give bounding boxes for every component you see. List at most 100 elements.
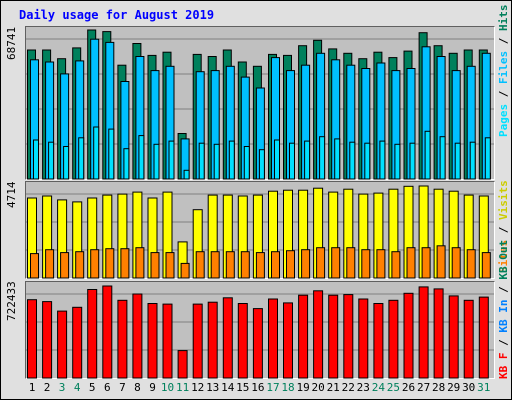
pages-bar [439,136,446,180]
x-tick-label: 10 [160,381,175,394]
sites-bar [286,250,295,279]
legend-kbf: KB F [497,352,510,380]
sites-bar [391,251,401,279]
sites-bar [105,248,115,279]
sites-bar [271,251,280,279]
kbytes-bar [237,303,248,379]
kbytes-bar [343,294,354,379]
sites-bar [436,245,446,279]
sites-bar [421,247,431,279]
legend-files: Files [497,50,510,84]
kbytes-bar [252,308,263,379]
hits-files-pages-panel [25,26,495,180]
chart-title: Daily usage for August 2019 [19,8,215,22]
pages-bar [454,142,461,180]
kbytes-bar [162,303,173,379]
x-tick-label: 30 [462,381,476,394]
visits-ymax-label: 4714 [5,181,18,209]
x-tick-label: 28 [431,381,446,394]
pages-bar [394,143,401,180]
sites-bar [406,247,416,279]
x-tick-label: 29 [447,381,461,394]
x-tick-label: 8 [134,381,141,394]
pages-bar [319,136,326,180]
pages-bar [168,140,175,180]
sites-bar [346,247,356,279]
legend-separator: / [497,84,510,104]
x-tick-label: 12 [191,381,205,394]
x-tick-label: 17 [266,381,280,394]
x-tick-label: 13 [206,381,220,394]
pages-bar [258,149,265,180]
kbytes-bar [298,294,309,379]
kbytes-bar [42,301,53,379]
kbytes-panel [25,281,495,379]
sites-bar [451,247,461,279]
x-tick-label: 7 [119,381,126,394]
x-tick-label: 19 [296,381,310,394]
kbytes-bar [177,350,188,379]
x-tick-label: 27 [416,381,431,394]
x-tick-label: 1 [28,381,36,394]
kbytes-bar [313,290,324,379]
x-tick-label: 6 [103,381,111,394]
visits-sites-panel [25,181,495,279]
x-tick-label: 5 [88,381,96,394]
pages-bar [78,137,85,180]
sites-bar [60,252,70,279]
pages-bar [33,139,39,180]
hits-files-pages-plot [26,29,494,180]
kbytes-bar [57,310,68,379]
sites-bar [45,249,55,279]
kbytes-bar [132,293,143,379]
sites-bar [75,251,85,279]
panel3-legend: KB F / KB In / KB Out [497,240,510,379]
kbytes-bar [433,288,444,379]
kbytes-bar [448,295,459,379]
x-tick-label: 20 [311,381,325,394]
visits-sites-plot [26,185,494,279]
pages-bar [304,140,311,180]
pages-bar [424,130,431,180]
sites-bar [150,252,160,279]
x-tick-label: 3 [58,381,66,394]
pages-bar [379,140,386,180]
pages-bar [63,146,70,180]
x-tick-label: 21 [326,381,340,394]
kbytes-bar [72,306,83,379]
x-tick-label: 23 [356,381,370,394]
kbytes-bar [388,299,399,379]
kbytes-bar [478,296,489,379]
legend-visits: Visits [497,180,510,220]
kbytes-bar [373,303,384,379]
pages-bar [289,142,295,180]
x-tick-label: 31 [477,381,491,394]
kbytes-plot [26,285,494,379]
x-tick-label: 26 [401,381,416,394]
kbytes-bar [418,286,429,379]
sites-bar [135,247,145,279]
kbytes-bar [403,292,414,379]
sites-bar [361,249,371,279]
legend-kbin: KB In [497,299,510,333]
pages-bar [138,135,145,180]
x-tick-label: 4 [73,381,81,394]
x-tick-label: 16 [251,381,265,394]
kbytes-bar [328,294,339,379]
x-tick-label: 22 [341,381,355,394]
sites-bar [165,252,175,279]
sites-bar [301,249,311,279]
x-axis-labels: 1 2 3 4 5 6 7 8 9 10 11 12 13 14 15 16 17 18 19 20 21 22 23 24 2… [25,381,495,395]
pages-bar [349,141,356,180]
legend-separator: / [497,31,510,51]
pages-bar [93,126,100,180]
legend-separator: / [497,332,510,353]
kbytes-bar [222,297,233,379]
sites-bar [120,248,130,279]
sites-bar [195,251,205,279]
sites-bar [376,249,386,279]
legend-pages: Pages [497,103,510,137]
pages-bar [198,142,205,180]
sites-bar [225,251,235,279]
